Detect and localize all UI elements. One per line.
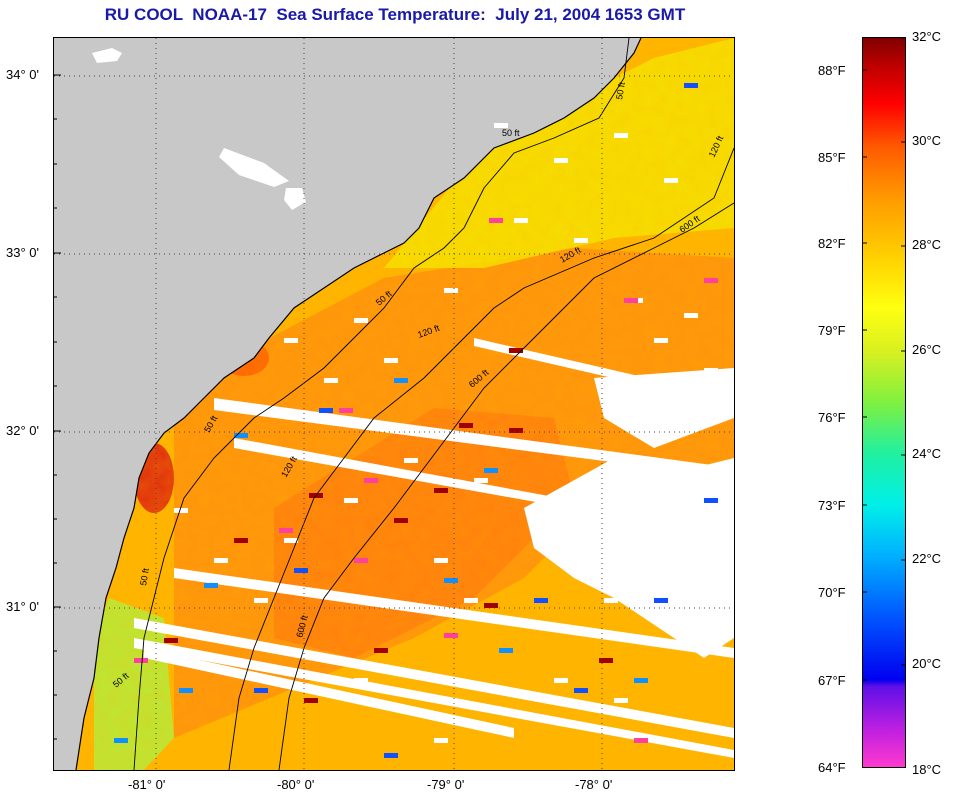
colorbar-label-c: 26°C xyxy=(912,342,942,357)
contour-label: 50 ft xyxy=(502,128,520,138)
lat-ticks xyxy=(53,74,61,740)
lake-patch xyxy=(284,188,306,210)
colorbar-label-f: 79°F xyxy=(818,323,846,338)
sst-map[interactable]: 50 ft 50 ft 120 ft 600 ft 50 ft 120 ft 6… xyxy=(53,37,735,771)
contour-label: 50 ft xyxy=(138,567,151,586)
colorbar-label-f: 85°F xyxy=(818,150,846,165)
lat-label-33: 33° 0' xyxy=(6,245,39,260)
land-mass xyxy=(54,38,641,770)
temperature-colorbar xyxy=(862,37,906,768)
colorbar-label-f: 67°F xyxy=(818,673,846,688)
cloud-flecks xyxy=(174,123,718,743)
colorbar-ticks xyxy=(862,37,906,681)
colorbar-label-c: 32°C xyxy=(912,29,942,44)
lon-label-81: -81° 0' xyxy=(128,777,166,792)
lat-label-34: 34° 0' xyxy=(6,67,39,82)
lon-label-80: -80° 0' xyxy=(277,777,315,792)
colorbar-label-f: 82°F xyxy=(818,236,846,251)
map-title: RU COOL NOAA-17 Sea Surface Temperature:… xyxy=(104,5,686,24)
colorbar-label-c: 20°C xyxy=(912,656,942,671)
lake-patch xyxy=(219,148,289,187)
colorbar-label-c: 28°C xyxy=(912,237,942,252)
colorbar-label-c: 30°C xyxy=(912,133,942,148)
contour-label: 50 ft xyxy=(614,81,627,100)
lake-patch xyxy=(92,48,122,63)
colorbar-label-c: 22°C xyxy=(912,551,942,566)
lat-label-32: 32° 0' xyxy=(6,423,39,438)
colorbar-label-f: 76°F xyxy=(818,410,846,425)
lon-label-78: -78° 0' xyxy=(575,777,613,792)
colorbar-label-c: 24°C xyxy=(912,446,942,461)
lon-label-79: -79° 0' xyxy=(427,777,465,792)
colorbar-label-c: 18°C xyxy=(912,762,942,777)
pixel-flecks xyxy=(114,83,718,758)
colorbar-label-f: 70°F xyxy=(818,585,846,600)
coastline xyxy=(75,38,642,770)
colorbar-label-f: 88°F xyxy=(818,63,846,78)
graticule xyxy=(54,38,734,770)
colorbar-label-f: 64°F xyxy=(818,760,846,775)
contour-50ft xyxy=(133,38,630,770)
contour-120ft xyxy=(228,147,734,770)
colorbar-label-f: 73°F xyxy=(818,498,846,513)
lat-label-31: 31° 0' xyxy=(6,599,39,614)
sst-map-canvas: 50 ft 50 ft 120 ft 600 ft 50 ft 120 ft 6… xyxy=(54,38,734,770)
